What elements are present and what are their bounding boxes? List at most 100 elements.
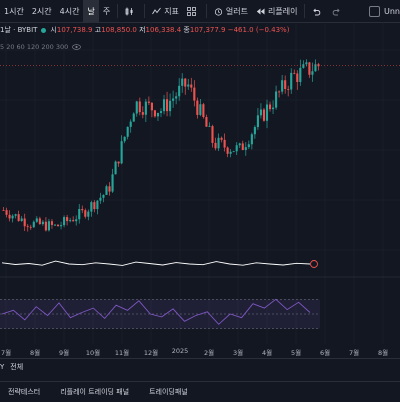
range-y-button[interactable]: Y xyxy=(0,363,5,371)
candle-body xyxy=(244,147,247,151)
candle-body xyxy=(69,220,72,222)
candle-body xyxy=(217,137,220,149)
ohlc-low-label: 저 xyxy=(139,26,146,34)
time-axis-label: 9월 xyxy=(58,349,70,357)
candle-body xyxy=(53,224,57,226)
symbol-name[interactable]: 1날 · BYBIT xyxy=(0,26,38,34)
candle-body xyxy=(135,101,138,114)
ohlc-close: 107,377.9 xyxy=(189,26,226,34)
candle-body xyxy=(193,87,196,101)
candle-body xyxy=(117,161,120,164)
candle-body xyxy=(159,111,163,113)
candle-body xyxy=(314,64,317,72)
candle-body xyxy=(275,91,278,108)
tab-strategy-tester[interactable]: 전략테스터 xyxy=(8,388,41,396)
candle-body xyxy=(281,80,284,92)
interval-2h[interactable]: 2시간 xyxy=(31,6,52,16)
candle-body xyxy=(172,98,175,101)
candle-body xyxy=(105,186,108,195)
candle-body xyxy=(184,78,187,87)
candle-body xyxy=(144,101,147,115)
time-axis-label: 12월 xyxy=(143,349,159,357)
candle-body xyxy=(26,226,29,228)
candle-body xyxy=(114,161,117,175)
candle-body xyxy=(302,64,305,68)
indicator-params: 5 20 60 120 200 300 xyxy=(0,43,69,51)
candle-body xyxy=(11,215,14,219)
time-axis-label: 5월 xyxy=(290,349,302,357)
alert-button[interactable]: 얼러트 xyxy=(210,0,252,22)
interval-1w[interactable]: 주 xyxy=(102,6,111,16)
replay-label: 리플레이 xyxy=(268,6,298,16)
candle-body xyxy=(181,78,184,86)
eye-icon[interactable] xyxy=(72,44,82,50)
replay-button[interactable]: 리플레이 xyxy=(252,0,301,22)
redo-icon xyxy=(333,8,341,15)
candle-body xyxy=(56,224,60,227)
redo-button[interactable] xyxy=(328,0,348,22)
candle-body xyxy=(250,134,253,145)
candle-body xyxy=(75,219,78,222)
symbol-legend: 1날 · BYBIT 시 107,738.9 고 108,850.0 저 106,33… xyxy=(0,25,289,35)
toolbar-divider xyxy=(205,4,207,18)
time-axis-label: 6월 xyxy=(319,349,331,357)
replay-icon xyxy=(256,8,265,14)
range-all-button[interactable]: 전체 xyxy=(10,363,24,371)
candle-body xyxy=(20,218,23,221)
candle-body xyxy=(47,221,51,231)
candle-body xyxy=(66,217,69,222)
candle-body xyxy=(2,210,5,211)
candle-body xyxy=(293,72,296,74)
time-axis-label: 11월 xyxy=(114,349,130,357)
alarm-clock-icon xyxy=(214,7,223,16)
alert-label: 얼러트 xyxy=(225,6,249,16)
interval-1h[interactable]: 1시간 xyxy=(4,6,24,16)
templates-button[interactable] xyxy=(183,0,203,22)
time-axis[interactable]: 7월8월9월10월11월12월20252월3월4월5월6월7월8월9월 xyxy=(0,344,400,358)
time-axis-label: 2월 xyxy=(203,349,215,357)
candle-body xyxy=(63,217,66,226)
candle-body xyxy=(108,186,111,192)
price-chart[interactable] xyxy=(0,0,400,344)
time-axis-label: 8월 xyxy=(377,349,389,357)
candle-body xyxy=(156,112,160,117)
candle-body xyxy=(199,104,202,115)
tab-replay-trading[interactable]: 리플레이 트레이딩 패널 xyxy=(60,388,130,396)
candle-body xyxy=(265,104,269,121)
candle-body xyxy=(147,101,150,103)
chart-type-button[interactable] xyxy=(121,0,141,22)
candle-body xyxy=(32,221,35,228)
candle-body xyxy=(287,88,290,90)
indicator-line xyxy=(1,260,311,266)
layout-name[interactable]: Unn xyxy=(384,6,400,16)
candle-body xyxy=(123,136,126,142)
interval-4h[interactable]: 4시간 xyxy=(59,6,80,16)
candle-body xyxy=(208,126,211,127)
candle-body xyxy=(99,197,102,201)
candle-body xyxy=(247,144,250,148)
candle-body xyxy=(38,218,41,225)
candle-body xyxy=(50,221,54,225)
candle-body xyxy=(196,100,199,115)
candle-body xyxy=(278,91,281,93)
layout-checkbox[interactable] xyxy=(369,5,380,17)
candle-body xyxy=(87,211,90,217)
indicators-button[interactable]: 지표 xyxy=(148,0,183,22)
time-axis-label: 3월 xyxy=(232,349,244,357)
top-toolbar: 1시간 2시간 4시간 날 주 지표 얼러트 xyxy=(0,0,400,23)
ohlc-close-label: 종 xyxy=(183,26,190,34)
candle-body xyxy=(299,67,302,83)
candle-body xyxy=(153,110,157,117)
time-axis-label: 7월 xyxy=(348,349,360,357)
layout-area: Unn xyxy=(369,0,400,22)
tab-trading-panel[interactable]: 트레이딩패널 xyxy=(149,388,188,396)
undo-icon xyxy=(313,8,321,15)
candle-body xyxy=(96,200,99,210)
interval-1d[interactable]: 날 xyxy=(83,0,99,22)
ohlc-high: 108,850.0 xyxy=(101,26,137,34)
candle-body xyxy=(268,104,272,110)
candle-body xyxy=(93,202,96,210)
undo-button[interactable] xyxy=(308,0,328,22)
candle-body xyxy=(223,139,226,148)
time-axis-label: 7월 xyxy=(0,349,12,357)
